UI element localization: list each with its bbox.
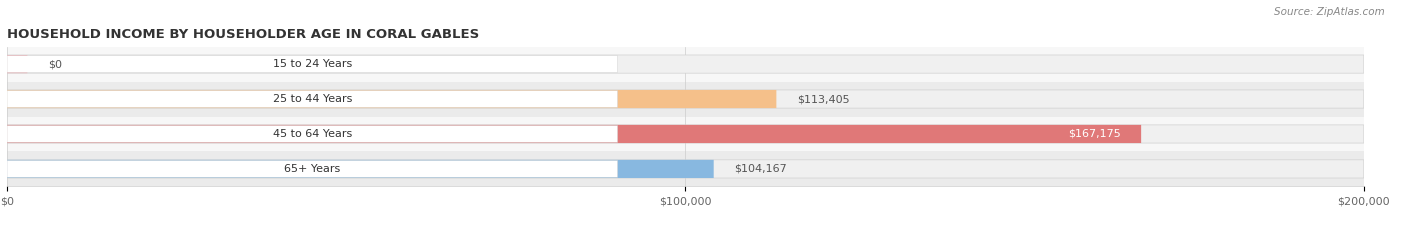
Text: 25 to 44 Years: 25 to 44 Years [273,94,352,104]
FancyBboxPatch shape [7,125,1142,143]
Text: 65+ Years: 65+ Years [284,164,340,174]
Bar [7,116,1364,151]
FancyBboxPatch shape [7,56,617,72]
Bar [7,82,1364,116]
Text: 15 to 24 Years: 15 to 24 Years [273,59,352,69]
Text: Source: ZipAtlas.com: Source: ZipAtlas.com [1274,7,1385,17]
Bar [7,151,1364,186]
Bar [7,47,1364,82]
FancyBboxPatch shape [7,160,714,178]
Text: $167,175: $167,175 [1069,129,1121,139]
FancyBboxPatch shape [7,55,1364,73]
FancyBboxPatch shape [7,90,776,108]
Text: $0: $0 [48,59,62,69]
Text: HOUSEHOLD INCOME BY HOUSEHOLDER AGE IN CORAL GABLES: HOUSEHOLD INCOME BY HOUSEHOLDER AGE IN C… [7,28,479,41]
FancyBboxPatch shape [7,55,27,73]
FancyBboxPatch shape [7,125,1364,143]
FancyBboxPatch shape [7,161,617,177]
Text: 45 to 64 Years: 45 to 64 Years [273,129,352,139]
FancyBboxPatch shape [7,160,1364,178]
FancyBboxPatch shape [7,126,617,142]
Text: $104,167: $104,167 [734,164,787,174]
Text: $113,405: $113,405 [797,94,849,104]
FancyBboxPatch shape [7,91,617,107]
FancyBboxPatch shape [7,90,1364,108]
